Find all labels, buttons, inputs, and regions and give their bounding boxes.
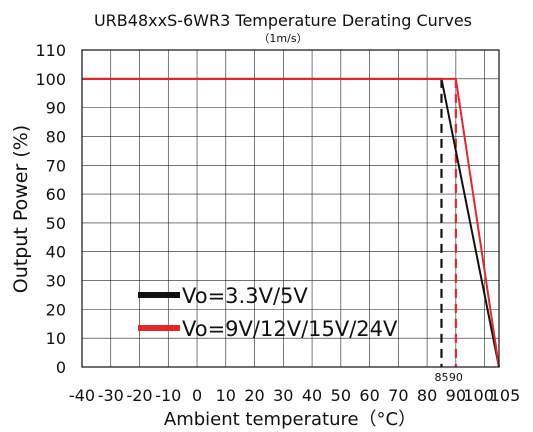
y-tick-labels: 0 10 20 30 40 50 60 70 80 90 100 110 bbox=[35, 41, 66, 377]
x-tick-label: 20 bbox=[244, 386, 264, 405]
y-tick-label: 70 bbox=[46, 156, 66, 175]
x-tick-label: 90 bbox=[446, 386, 466, 405]
legend-label-2: Vo=9V/12V/15V/24V bbox=[182, 317, 398, 341]
y-tick-label: 30 bbox=[46, 272, 66, 291]
y-tick-label: 40 bbox=[46, 243, 66, 262]
x-axis-label: Ambient temperature（°C） bbox=[164, 409, 416, 430]
x-tick-label: -40 bbox=[69, 386, 95, 405]
x-tick-label: 50 bbox=[331, 386, 351, 405]
y-tick-label: 100 bbox=[35, 70, 66, 89]
plot-frame bbox=[81, 49, 500, 368]
x-tick-label: 70 bbox=[388, 386, 408, 405]
y-axis-label: Output Power (%) bbox=[10, 125, 32, 293]
x-tick-label: 0 bbox=[192, 386, 202, 405]
derating-markers bbox=[440, 78, 457, 367]
x-tick-label: 10 bbox=[216, 386, 236, 405]
y-tick-label: 20 bbox=[46, 300, 66, 319]
marker-labels: 85 90 bbox=[434, 371, 462, 384]
y-tick-label: 60 bbox=[46, 185, 66, 204]
x-tick-label: 105 bbox=[490, 386, 521, 405]
x-tick-label: -20 bbox=[126, 386, 152, 405]
x-tick-label: -30 bbox=[98, 386, 124, 405]
legend-label-1: Vo=3.3V/5V bbox=[182, 284, 308, 308]
y-tick-label: 90 bbox=[46, 99, 66, 118]
marker-label-85: 85 bbox=[434, 371, 448, 384]
y-tick-label: 10 bbox=[46, 329, 66, 348]
grid bbox=[82, 50, 499, 367]
chart-subtitle: （1m/s） bbox=[258, 32, 307, 45]
series-lines bbox=[82, 77, 500, 368]
x-tick-label: 100 bbox=[463, 386, 494, 405]
x-tick-label: 40 bbox=[302, 386, 322, 405]
y-tick-label: 80 bbox=[46, 127, 66, 146]
y-tick-label: 110 bbox=[35, 41, 66, 60]
series-line-2 bbox=[82, 77, 500, 368]
x-tick-label: -10 bbox=[155, 386, 181, 405]
chart-title: URB48xxS-6WR3 Temperature Derating Curve… bbox=[94, 11, 472, 30]
x-tick-label: 80 bbox=[417, 386, 437, 405]
x-tick-label: 60 bbox=[359, 386, 379, 405]
marker-label-90: 90 bbox=[449, 371, 463, 384]
y-tick-label: 0 bbox=[56, 358, 66, 377]
x-tick-label: 30 bbox=[273, 386, 293, 405]
legend: Vo=3.3V/5V Vo=9V/12V/15V/24V bbox=[138, 284, 398, 341]
y-tick-label: 50 bbox=[46, 214, 66, 233]
